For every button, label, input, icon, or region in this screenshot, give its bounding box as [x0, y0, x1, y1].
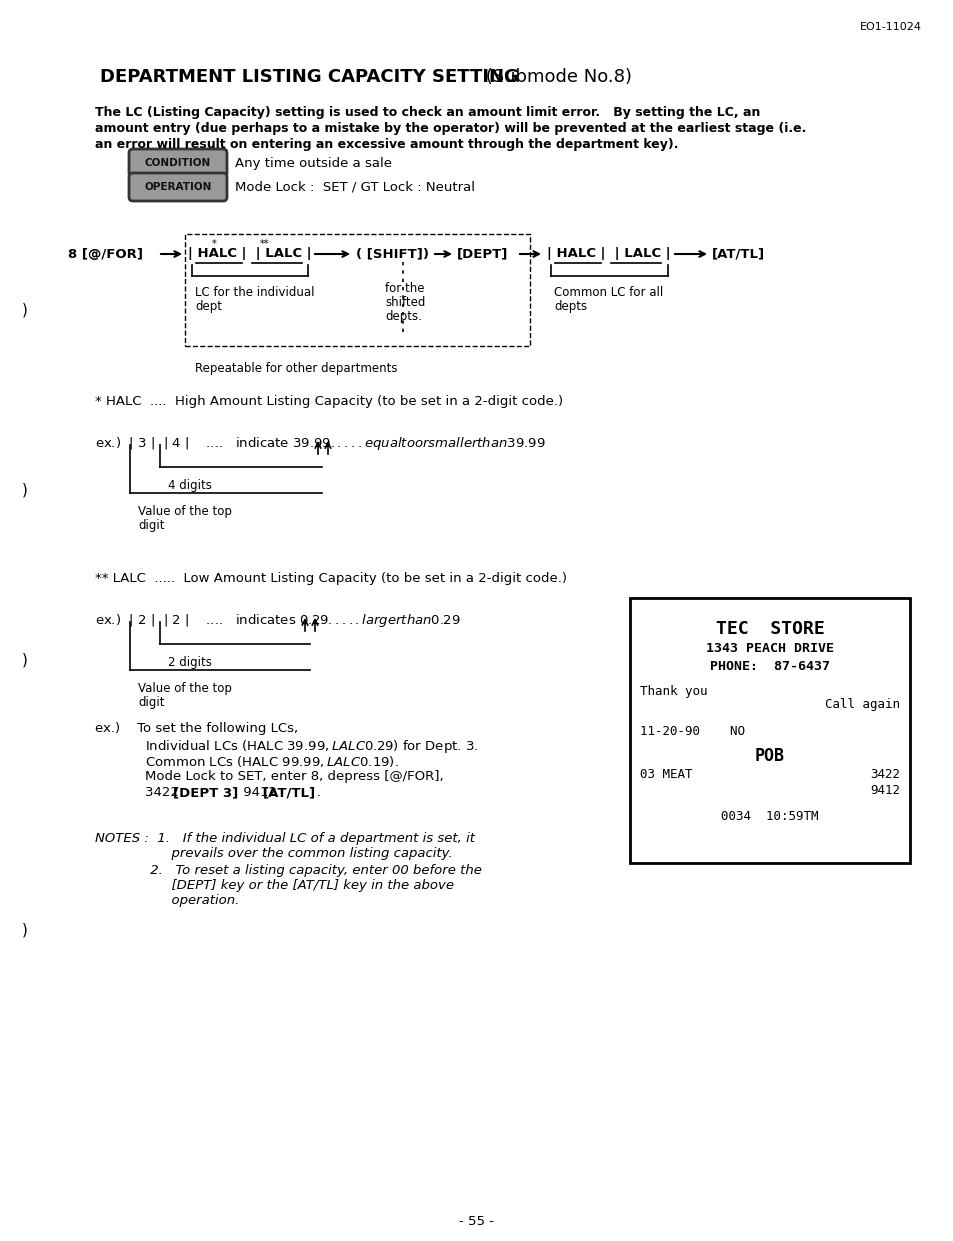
Text: digit: digit: [138, 696, 164, 709]
Text: [DEPT 3]: [DEPT 3]: [172, 786, 238, 799]
Text: 8 [@/FOR]: 8 [@/FOR]: [68, 247, 143, 261]
Text: TEC  STORE: TEC STORE: [715, 620, 823, 638]
Text: [DEPT] key or the [AT/TL] key in the above: [DEPT] key or the [AT/TL] key in the abo…: [95, 879, 454, 892]
Text: [AT/TL]: [AT/TL]: [263, 786, 315, 799]
FancyBboxPatch shape: [129, 172, 227, 201]
Text: Value of the top: Value of the top: [138, 505, 232, 517]
Text: ex.)    To set the following LCs,: ex.) To set the following LCs,: [95, 722, 297, 735]
Text: [AT/TL]: [AT/TL]: [711, 247, 764, 261]
Text: Common LCs (HALC $99.99, LALC $0.19).: Common LCs (HALC $99.99, LALC $0.19).: [145, 755, 398, 769]
Text: depts: depts: [554, 300, 586, 313]
Text: 9412: 9412: [869, 784, 899, 797]
Text: 1343 PEACH DRIVE: 1343 PEACH DRIVE: [705, 642, 833, 655]
Text: 4 digits: 4 digits: [168, 479, 212, 491]
Bar: [629, 598, 909, 862]
Text: **: **: [260, 240, 269, 249]
Text: 11-20-90    NO: 11-20-90 NO: [639, 725, 744, 738]
Text: 0034  10:59TM: 0034 10:59TM: [720, 810, 818, 823]
Text: shifted: shifted: [385, 297, 425, 309]
Text: Common LC for all: Common LC for all: [554, 285, 662, 299]
Text: Value of the top: Value of the top: [138, 683, 232, 695]
FancyBboxPatch shape: [129, 149, 227, 177]
Text: The LC (Listing Capacity) setting is used to check an amount limit error.   By s: The LC (Listing Capacity) setting is use…: [95, 105, 760, 119]
Text: 9412: 9412: [239, 786, 281, 799]
Text: PHONE:  87-6437: PHONE: 87-6437: [709, 660, 829, 673]
Text: Mode Lock :  SET / GT Lock : Neutral: Mode Lock : SET / GT Lock : Neutral: [234, 180, 475, 194]
Text: *: *: [212, 240, 216, 249]
Text: | HALC |  | LALC |: | HALC | | LALC |: [188, 247, 312, 261]
Text: (Submode No.8): (Submode No.8): [479, 68, 631, 86]
Text: 2 digits: 2 digits: [168, 656, 212, 669]
Text: ex.)  | 2 |  | 2 |    ....   indicates $0.29  .....   larger than $0.29: ex.) | 2 | | 2 | .... indicates $0.29 ..…: [95, 612, 460, 629]
Text: 3422: 3422: [145, 786, 183, 799]
Text: amount entry (due perhaps to a mistake by the operator) will be prevented at the: amount entry (due perhaps to a mistake b…: [95, 122, 805, 135]
Text: 3422: 3422: [869, 768, 899, 781]
Text: Repeatable for other departments: Repeatable for other departments: [194, 362, 397, 375]
Text: Individual LCs (HALC $39.99, LALC $0.29) for Dept. 3.: Individual LCs (HALC $39.99, LALC $0.29)…: [145, 738, 477, 755]
Text: DEPARTMENT LISTING CAPACITY SETTING: DEPARTMENT LISTING CAPACITY SETTING: [100, 68, 518, 86]
Text: - 55 -: - 55 -: [459, 1215, 494, 1229]
Text: an error will result on entering an excessive amount through the department key): an error will result on entering an exce…: [95, 138, 678, 151]
Text: 03 MEAT: 03 MEAT: [639, 768, 692, 781]
Text: Mode Lock to SET, enter 8, depress [@/FOR],: Mode Lock to SET, enter 8, depress [@/FO…: [145, 769, 443, 783]
Text: 2.   To reset a listing capacity, enter 00 before the: 2. To reset a listing capacity, enter 00…: [95, 864, 481, 877]
Text: for the: for the: [385, 282, 424, 295]
Text: EO1-11024: EO1-11024: [859, 22, 921, 32]
Text: LC for the individual: LC for the individual: [194, 285, 314, 299]
Text: OPERATION: OPERATION: [144, 182, 212, 192]
Text: ): ): [22, 303, 28, 318]
Text: NOTES :  1.   If the individual LC of a department is set, it: NOTES : 1. If the individual LC of a dep…: [95, 831, 475, 845]
Text: Thank you: Thank you: [639, 685, 707, 697]
Bar: [185, 235, 530, 346]
Text: ): ): [22, 483, 28, 498]
Text: CONDITION: CONDITION: [145, 158, 211, 168]
Text: POB: POB: [754, 747, 784, 764]
Text: operation.: operation.: [95, 894, 239, 907]
Text: ex.)  | 3 |  | 4 |    ....   indicate $39.99  .....   equal to or smaller than $: ex.) | 3 | | 4 | .... indicate $39.99 ..…: [95, 436, 545, 452]
Text: .: .: [316, 786, 321, 799]
Text: ( [SHIFT]): ( [SHIFT]): [355, 247, 429, 261]
Text: | HALC |  | LALC |: | HALC | | LALC |: [546, 247, 670, 261]
Text: Any time outside a sale: Any time outside a sale: [234, 156, 392, 170]
Text: Call again: Call again: [824, 697, 899, 711]
Text: prevails over the common listing capacity.: prevails over the common listing capacit…: [95, 848, 453, 860]
Text: [DEPT]: [DEPT]: [456, 247, 508, 261]
Text: * HALC  ....  High Amount Listing Capacity (to be set in a 2-digit code.): * HALC .... High Amount Listing Capacity…: [95, 395, 562, 408]
Text: ): ): [22, 922, 28, 937]
Text: ): ): [22, 653, 28, 668]
Text: ** LALC  .....  Low Amount Listing Capacity (to be set in a 2-digit code.): ** LALC ..... Low Amount Listing Capacit…: [95, 572, 566, 585]
Text: depts.: depts.: [385, 310, 421, 323]
Text: digit: digit: [138, 519, 164, 532]
Text: dept: dept: [194, 300, 222, 313]
